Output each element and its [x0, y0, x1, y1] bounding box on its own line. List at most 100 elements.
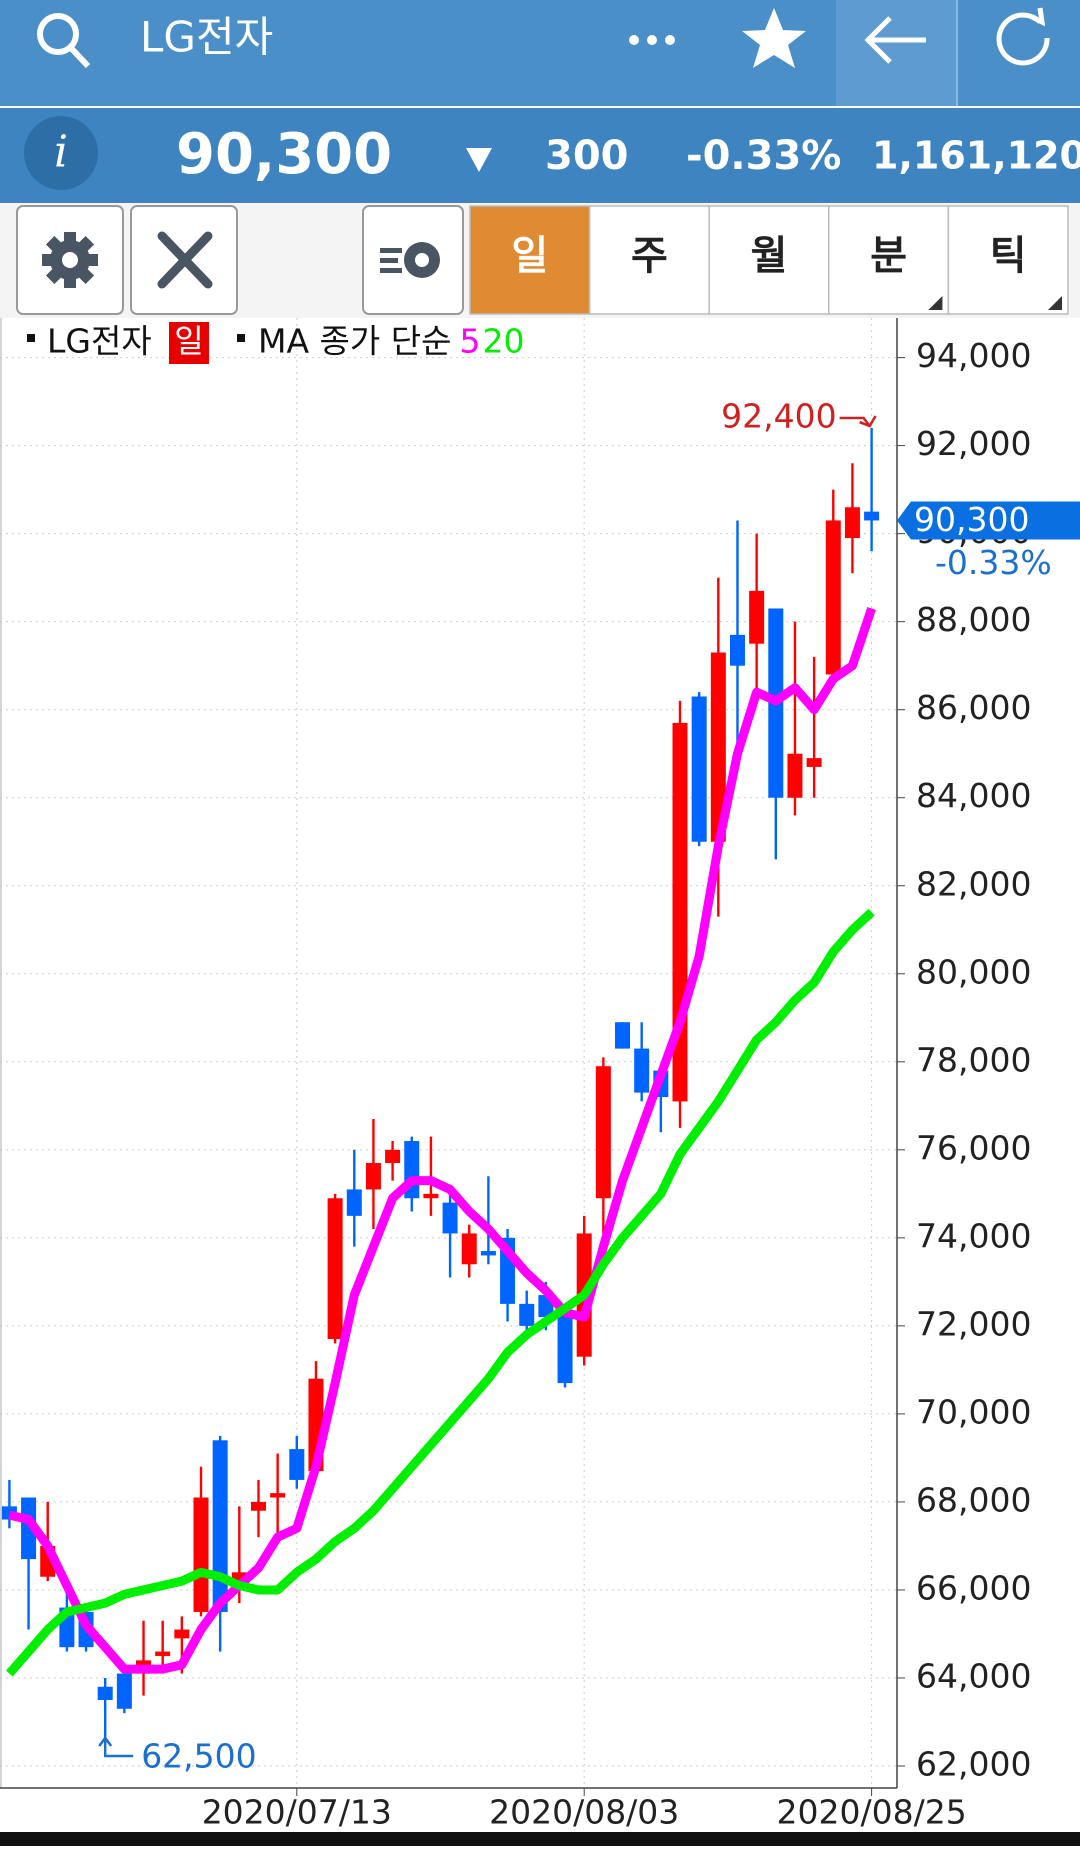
tab[interactable] [708, 205, 830, 315]
candle-body [174, 1629, 190, 1639]
y-tick-label: 88,000 [916, 600, 1031, 639]
candle-body [729, 634, 745, 666]
y-tick-label: 74,000 [916, 1216, 1031, 1255]
y-tick-label: 94,000 [916, 336, 1031, 375]
min-arrow-head [98, 1735, 113, 1747]
y-tick-label: 92,000 [916, 424, 1031, 463]
down-arrow [466, 148, 492, 172]
chart: 62,000 64,000 66,000 68,000 70,000 72,000 74,0… [0, 318, 1080, 1832]
candle-body [442, 1202, 458, 1234]
candle-body [710, 652, 726, 842]
back-icon[interactable] [864, 16, 926, 64]
tab-label: 주 [631, 233, 668, 279]
candle-body [155, 1651, 171, 1656]
indicator-icon [380, 242, 440, 278]
legend-entry: 5 [459, 322, 480, 361]
candle-body [615, 1022, 631, 1049]
legend-marker [27, 334, 35, 342]
y-tick-label: 66,000 [916, 1568, 1031, 1607]
current-change: -0.33% [935, 543, 1052, 582]
candle-body [864, 511, 880, 521]
candle-body [250, 1501, 266, 1511]
candle-body [193, 1497, 209, 1612]
x-tick-label: 2020/08/03 [489, 1793, 679, 1832]
candle-body [423, 1193, 439, 1199]
candle-body [749, 590, 765, 644]
y-tick-label: 70,000 [916, 1392, 1031, 1431]
tools-icon [157, 231, 213, 289]
current-price-badge [897, 501, 1080, 540]
stock-title[interactable]: LG전자 [140, 13, 273, 62]
y-tick-label: 80,000 [916, 952, 1031, 991]
candle-body [787, 753, 803, 798]
current-price: 90,300 [914, 500, 1029, 539]
candle-body [116, 1673, 132, 1709]
tab-label: 월 [751, 233, 788, 279]
y-tick-label: 78,000 [916, 1040, 1031, 1079]
candle-body [212, 1440, 228, 1612]
y-tick-label: 72,000 [916, 1304, 1031, 1343]
candle-body [365, 1163, 381, 1190]
more-icon[interactable] [629, 35, 675, 45]
candle-body [557, 1312, 573, 1384]
candle-body [289, 1449, 305, 1480]
y-tick-label: 68,000 [916, 1480, 1031, 1519]
candle-body [97, 1686, 113, 1700]
period-badge: 일 [174, 322, 203, 360]
min-label: 62,500 [141, 1736, 256, 1775]
volume: 1,161,120 [872, 134, 1080, 178]
candle-body [691, 696, 707, 842]
candle-body [825, 520, 841, 675]
max-label: 92,400 [721, 397, 836, 436]
candle-body [806, 758, 822, 767]
legend-entry: 20 [482, 322, 524, 361]
quote-bar [0, 108, 1080, 203]
y-tick-label: 64,000 [916, 1656, 1031, 1695]
max-arrow-head [859, 415, 877, 428]
period-badge-bg [169, 322, 209, 364]
star-icon[interactable] [742, 8, 806, 68]
min-arrow [103, 1737, 134, 1758]
nav-bar [0, 1832, 1080, 1846]
y-tick-label: 86,000 [916, 688, 1031, 727]
plot-area [0, 318, 1080, 1788]
candle-body [327, 1198, 343, 1340]
tab[interactable] [588, 205, 710, 315]
y-tick-label: 76,000 [916, 1128, 1031, 1167]
candle-body [634, 1048, 650, 1093]
max-arrow [839, 416, 871, 427]
legend-name: LG전자 [47, 322, 152, 361]
y-tick-label: 62,000 [916, 1744, 1031, 1783]
legend-marker [237, 334, 245, 342]
tab-dropdown [1048, 296, 1062, 310]
candle-body [346, 1189, 362, 1216]
gear-icon [42, 232, 98, 288]
candle-body [461, 1233, 477, 1265]
tab-dropdown [928, 296, 943, 310]
y-tick-label: 84,000 [916, 776, 1031, 815]
x-tick-label: 2020/08/25 [776, 1793, 966, 1832]
refresh-icon[interactable] [996, 7, 1050, 66]
candle-body [21, 1497, 37, 1560]
candle-body [519, 1303, 535, 1326]
tab-label: 분 [870, 233, 907, 279]
tab[interactable] [947, 205, 1069, 315]
y-tick-label: 82,000 [916, 864, 1031, 903]
candle-body [231, 1572, 247, 1582]
candle-body [844, 507, 860, 539]
candle-body [595, 1066, 611, 1199]
tab-label: 일 [511, 233, 548, 279]
tab[interactable] [828, 205, 950, 315]
tab-label: 틱 [990, 233, 1027, 279]
info-icon: i [54, 127, 68, 178]
candle-body [385, 1149, 401, 1164]
search-icon[interactable] [37, 13, 91, 69]
change-pct: -0.33% [686, 133, 841, 179]
x-tick-label: 2020/07/13 [202, 1793, 392, 1832]
candle-body [480, 1251, 496, 1256]
ma-line [6, 908, 875, 1677]
price: 90,300 [176, 122, 392, 187]
info-button[interactable] [24, 116, 98, 190]
